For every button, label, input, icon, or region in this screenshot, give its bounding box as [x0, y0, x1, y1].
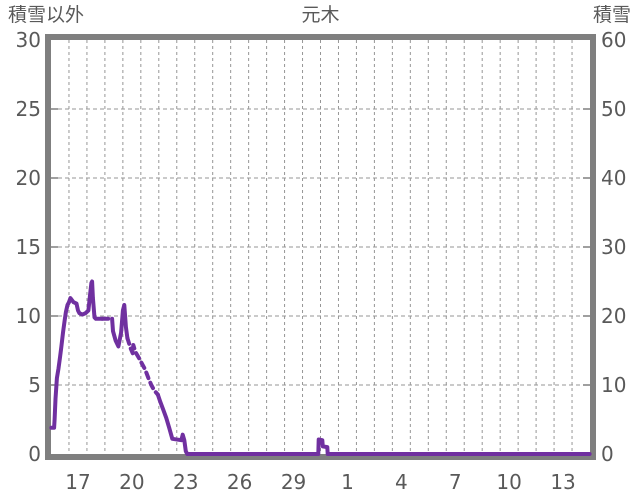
snow-depth-line-segment	[110, 303, 130, 349]
right-axis-title: 積雪	[592, 4, 631, 26]
snow-depth-line-segment	[155, 392, 592, 456]
y-tick-label-left: 5	[28, 373, 41, 397]
chart-title: 元木	[301, 4, 340, 26]
y-tick-label-right: 0	[601, 442, 614, 466]
y-tick-label-right: 10	[601, 373, 626, 397]
snow-depth-line-segment	[49, 279, 105, 430]
y-tick-label-right: 60	[601, 28, 626, 52]
y-tick-label-left: 30	[16, 28, 41, 52]
y-tick-label-left: 10	[16, 304, 41, 328]
x-tick-label: 7	[449, 470, 462, 494]
axis-border	[45, 34, 596, 460]
x-tick-label: 1	[341, 470, 354, 494]
y-tick-label-right: 50	[601, 97, 626, 121]
y-tick-label-left: 15	[16, 235, 41, 259]
y-tick-label-left: 20	[16, 166, 41, 190]
x-tick-label: 4	[395, 470, 408, 494]
y-tick-label-right: 30	[601, 235, 626, 259]
x-tick-label: 20	[119, 470, 144, 494]
x-tick-label: 29	[281, 470, 306, 494]
snow-depth-line-segment	[125, 336, 160, 397]
y-tick-label-right: 20	[601, 304, 626, 328]
x-tick-label: 17	[65, 470, 90, 494]
x-tick-label: 23	[173, 470, 198, 494]
y-tick-label-left: 0	[28, 442, 41, 466]
y-tick-label-left: 25	[16, 97, 41, 121]
x-tick-label: 10	[496, 470, 521, 494]
left-axis-title: 積雪以外	[8, 4, 85, 26]
x-tick-label: 13	[550, 470, 575, 494]
y-tick-label-right: 40	[601, 166, 626, 190]
x-tick-label: 26	[227, 470, 252, 494]
